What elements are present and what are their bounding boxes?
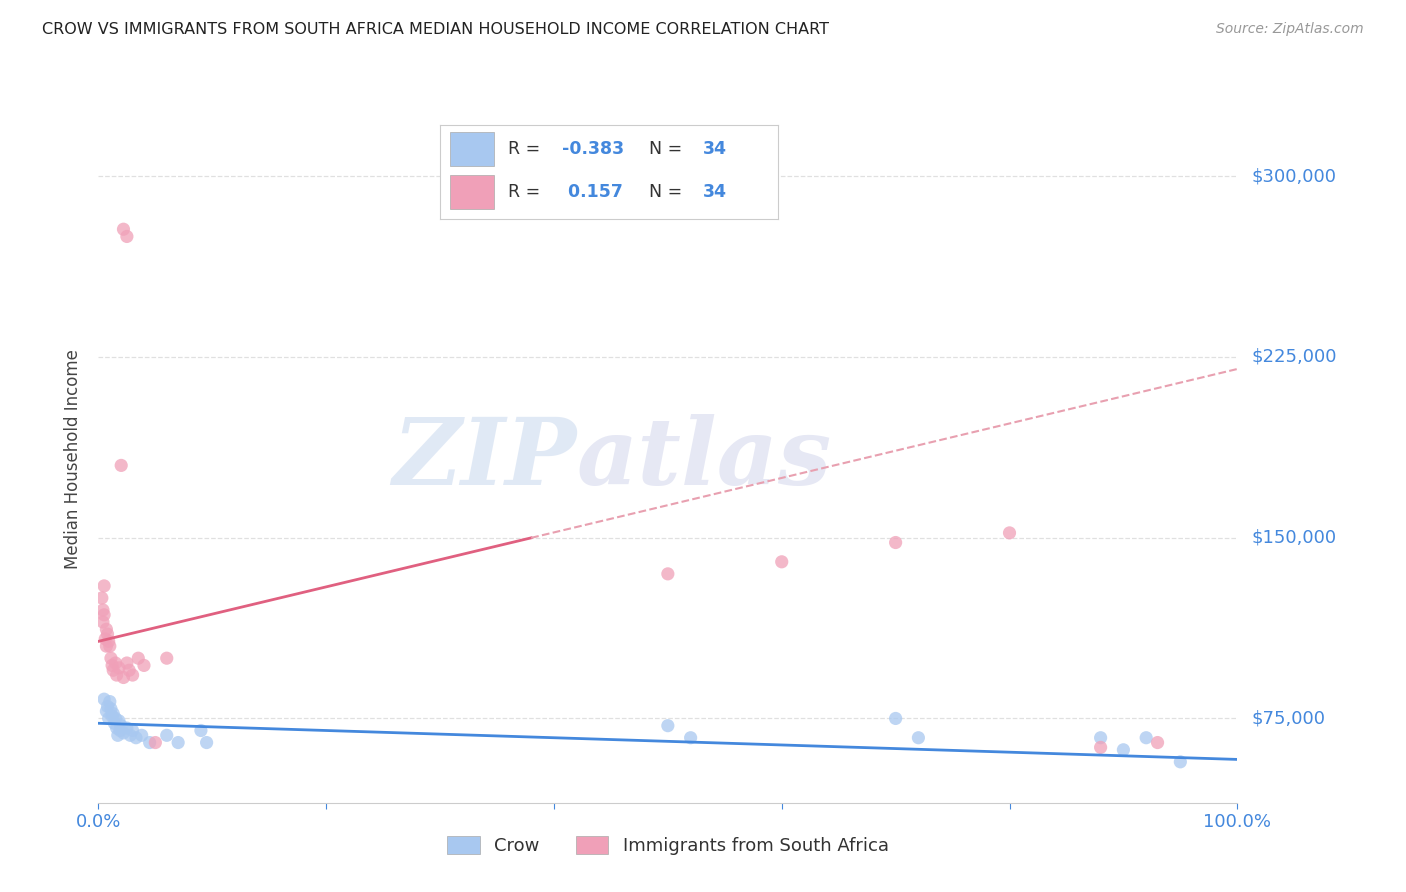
Point <box>93 692 115 706</box>
Text: ZIP: ZIP <box>392 415 576 504</box>
Point <box>132 658 155 673</box>
Point <box>657 719 679 733</box>
Text: $225,000: $225,000 <box>1251 348 1337 366</box>
Point <box>110 458 132 473</box>
Point <box>108 661 131 675</box>
Point <box>112 671 135 685</box>
Point <box>156 728 179 742</box>
Point <box>115 229 138 244</box>
Legend: Crow, Immigrants from South Africa: Crow, Immigrants from South Africa <box>440 829 896 863</box>
Point <box>127 651 149 665</box>
Point <box>105 721 128 735</box>
FancyBboxPatch shape <box>450 132 494 166</box>
Text: CROW VS IMMIGRANTS FROM SOUTH AFRICA MEDIAN HOUSEHOLD INCOME CORRELATION CHART: CROW VS IMMIGRANTS FROM SOUTH AFRICA MED… <box>42 22 830 37</box>
Point <box>97 634 120 648</box>
Point <box>884 711 907 725</box>
Text: Source: ZipAtlas.com: Source: ZipAtlas.com <box>1216 22 1364 37</box>
Point <box>96 627 118 641</box>
Point <box>679 731 702 745</box>
Point <box>98 639 121 653</box>
Point <box>118 663 141 677</box>
Point <box>167 735 190 749</box>
Point <box>94 632 117 646</box>
Point <box>96 704 118 718</box>
Point <box>91 615 114 629</box>
Point <box>1090 731 1112 745</box>
Point <box>1112 743 1135 757</box>
Point <box>131 728 153 742</box>
Point <box>115 656 138 670</box>
Text: 34: 34 <box>703 184 727 202</box>
Point <box>1170 755 1192 769</box>
Point <box>107 728 129 742</box>
Point <box>112 222 135 236</box>
Point <box>907 731 929 745</box>
Point <box>93 607 115 622</box>
Point <box>1146 735 1168 749</box>
Text: N =: N = <box>650 184 688 202</box>
Point <box>96 699 118 714</box>
Text: $300,000: $300,000 <box>1251 167 1336 186</box>
Point <box>190 723 212 738</box>
Point <box>884 535 907 549</box>
Point <box>104 711 127 725</box>
Point <box>657 566 679 581</box>
Point <box>103 706 125 721</box>
Point <box>97 711 120 725</box>
Point <box>108 714 131 728</box>
Point <box>1135 731 1157 745</box>
Point <box>103 716 125 731</box>
Point <box>101 658 124 673</box>
Point <box>96 639 118 653</box>
Text: $75,000: $75,000 <box>1251 709 1326 728</box>
Text: $150,000: $150,000 <box>1251 529 1336 547</box>
Point <box>91 603 114 617</box>
Point <box>121 723 143 738</box>
Point <box>125 731 148 745</box>
Y-axis label: Median Household Income: Median Household Income <box>65 350 83 569</box>
Point <box>120 728 142 742</box>
Point <box>115 721 138 735</box>
Text: N =: N = <box>650 140 688 158</box>
Point <box>93 579 115 593</box>
Text: atlas: atlas <box>576 415 832 504</box>
Point <box>156 651 179 665</box>
Point <box>104 656 127 670</box>
Point <box>103 663 125 677</box>
Point <box>195 735 218 749</box>
Point <box>100 651 122 665</box>
Point <box>998 525 1021 540</box>
Point <box>100 702 122 716</box>
Point <box>112 726 135 740</box>
Point <box>1090 740 1112 755</box>
Point <box>105 668 128 682</box>
FancyBboxPatch shape <box>450 176 494 210</box>
Text: 0.157: 0.157 <box>561 184 623 202</box>
Point <box>98 695 121 709</box>
Point <box>138 735 160 749</box>
Text: R =: R = <box>508 140 546 158</box>
Point <box>770 555 793 569</box>
Text: R =: R = <box>508 184 546 202</box>
Point <box>90 591 112 605</box>
Point <box>121 668 143 682</box>
Point <box>96 622 118 636</box>
Point <box>101 709 124 723</box>
Text: 34: 34 <box>703 140 727 158</box>
Text: -0.383: -0.383 <box>561 140 624 158</box>
Point <box>108 723 131 738</box>
Point <box>110 719 132 733</box>
Point <box>145 735 167 749</box>
